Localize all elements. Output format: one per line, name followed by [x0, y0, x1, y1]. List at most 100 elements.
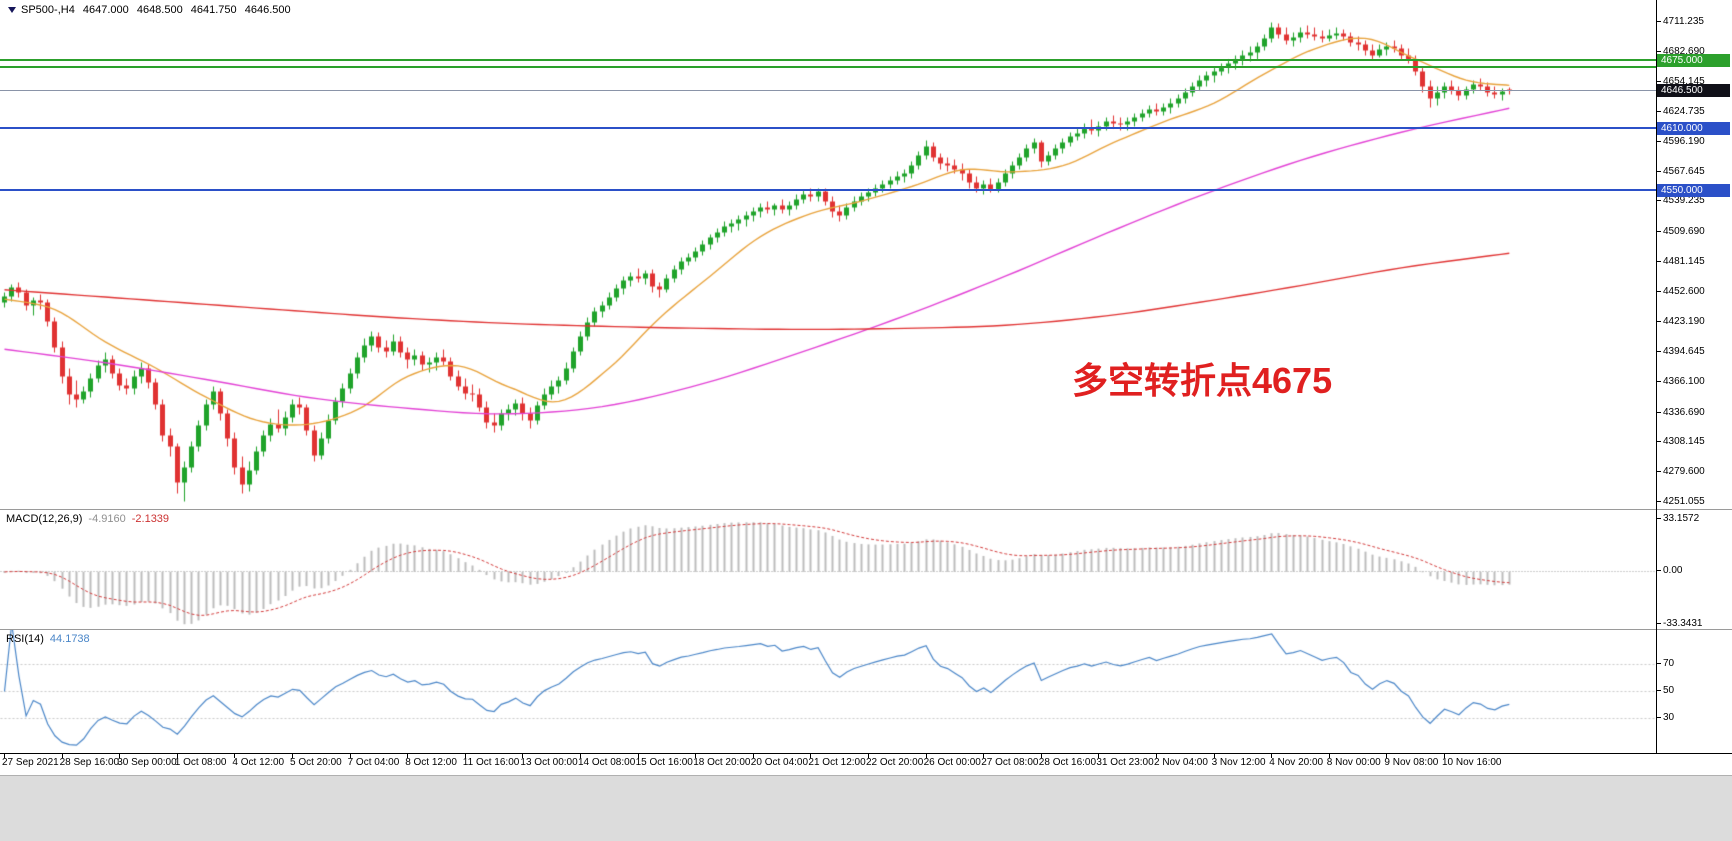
hline-4550[interactable]	[0, 189, 1656, 192]
price-chart-canvas[interactable]	[0, 0, 1656, 508]
time-axis-line	[0, 753, 1732, 754]
time-axis-label: 3 Nov 12:00	[1211, 757, 1266, 768]
time-axis-tick	[983, 754, 985, 758]
quote-header: SP500-,H4 4647.000 4648.500 4641.750 464…	[8, 4, 296, 16]
time-axis-tick	[868, 754, 869, 758]
price-axis-label: 4336.690	[1656, 406, 1705, 418]
time-axis-label: 30 Sep 00:00	[117, 757, 177, 768]
time-axis-label: 21 Oct 12:00	[808, 757, 866, 768]
time-axis-label: 8 Nov 00:00	[1326, 757, 1381, 768]
time-axis-tick	[61, 754, 63, 758]
price-axis-label: 4366.100	[1656, 376, 1705, 387]
time-axis-label: 27 Oct 08:00	[981, 757, 1039, 768]
rsi-label: RSI(14) 44.1738	[6, 633, 96, 645]
time-axis-tick	[407, 754, 409, 758]
price-axis-label: 4509.690	[1656, 226, 1705, 238]
price-axis-label: 4423.190	[1656, 316, 1705, 328]
quote-open: 4647.000	[82, 4, 129, 16]
time-axis-label: 9 Nov 08:00	[1384, 757, 1439, 768]
price-axis-label: 4452.600	[1656, 285, 1705, 297]
time-axis-tick	[1156, 754, 1157, 758]
time-axis-label: 4 Oct 12:00	[232, 757, 285, 768]
time-axis-label: 11 Oct 16:00	[462, 757, 520, 768]
time-axis-tick	[4, 754, 5, 758]
macd-axis-label: 33.1572	[1655, 513, 1700, 524]
price-axis-label: 4596.190	[1656, 136, 1705, 147]
panel-separator-rsi[interactable]	[0, 629, 1732, 630]
price-axis-label: 4481.145	[1656, 256, 1705, 267]
price-axis-label: 4711.235	[1656, 16, 1704, 27]
time-axis-label: 8 Oct 12:00	[405, 757, 457, 768]
rsi-axis-label: 30	[1655, 712, 1675, 724]
rsi-value: 44.1738	[49, 633, 90, 645]
time-axis-label: 20 Oct 04:00	[750, 757, 809, 768]
window-bottom-strip	[0, 775, 1732, 841]
symbol-marker-icon	[8, 7, 16, 14]
time-axis-label: 13 Oct 00:00	[520, 757, 578, 768]
symbol-period: SP500-,H4	[21, 4, 75, 16]
time-axis-tick	[925, 754, 927, 758]
time-axis-tick	[1271, 754, 1273, 758]
time-axis-label: 28 Oct 16:00	[1038, 757, 1097, 768]
price-axis-label: 4624.735	[1656, 106, 1705, 118]
hline-4610[interactable]	[0, 126, 1656, 129]
hline-4675[interactable]	[0, 58, 1656, 61]
rsi-axis-label: 70	[1655, 657, 1675, 669]
price-axis-label: 4308.145	[1656, 436, 1705, 448]
chart-annotation-text[interactable]: 多空转折点4675	[1072, 360, 1333, 401]
price-badge-4675.000: 4675.000	[1657, 53, 1730, 67]
time-axis-label: 4 Nov 20:00	[1269, 757, 1324, 768]
time-axis-tick	[810, 754, 812, 758]
quote-low: 4641.750	[190, 4, 237, 16]
rsi-name: RSI(14)	[6, 633, 44, 645]
price-axis-label: 4682.690	[1656, 45, 1705, 57]
time-axis-label: 28 Sep 16:00	[59, 757, 120, 768]
price-badge-4550.000: 4550.000	[1657, 184, 1730, 198]
time-axis-label: 18 Oct 20:00	[693, 757, 751, 768]
macd-name: MACD(12,26,9)	[6, 513, 83, 525]
quote-close: 4646.500	[244, 4, 291, 16]
price-badge-4610.000: 4610.000	[1657, 121, 1730, 135]
price-axis-label: 4394.645	[1656, 346, 1705, 358]
time-axis-tick	[349, 754, 351, 758]
price-axis-label: 4279.600	[1656, 466, 1705, 478]
time-axis-tick	[464, 754, 466, 758]
price-axis-label: 4567.645	[1656, 165, 1705, 177]
time-axis-tick	[292, 754, 293, 758]
price-axis-label: 4251.055	[1656, 496, 1705, 507]
time-axis-tick	[522, 754, 524, 758]
time-axis-label: 22 Oct 20:00	[866, 757, 924, 768]
time-axis-tick	[234, 754, 236, 758]
current-price-badge: 4646.500	[1657, 83, 1730, 97]
time-axis-label: 1 Oct 08:00	[174, 757, 227, 768]
time-axis-tick	[637, 754, 639, 758]
time-axis-label: 2 Nov 04:00	[1154, 757, 1208, 768]
time-axis-tick	[1444, 754, 1445, 758]
macd-value-main: -4.9160	[88, 513, 126, 525]
macd-indicator-canvas[interactable]	[0, 510, 1656, 628]
price-axis-label: 4654.145	[1656, 75, 1705, 87]
macd-label: MACD(12,26,9) -4.9160 -2.1339	[6, 513, 175, 525]
macd-axis-label: 0.00	[1655, 565, 1683, 577]
current-price-line	[0, 89, 1656, 91]
time-axis-label: 26 Oct 00:00	[923, 757, 981, 768]
time-axis-tick	[695, 754, 697, 758]
time-axis-tick	[1386, 754, 1388, 758]
time-axis-tick	[1213, 754, 1215, 758]
time-axis-tick	[1098, 754, 1100, 758]
panel-separator-macd[interactable]	[0, 509, 1732, 510]
time-axis-tick	[176, 754, 178, 758]
hline-4668[interactable]	[0, 66, 1656, 69]
time-axis-label: 5 Oct 20:00	[290, 757, 342, 768]
price-axis-line	[1656, 0, 1657, 753]
rsi-axis-label: 50	[1655, 685, 1675, 696]
time-axis-tick	[119, 754, 121, 758]
macd-axis-label: -33.3431	[1655, 618, 1703, 629]
time-axis-label: 15 Oct 16:00	[635, 757, 693, 768]
time-axis-label: 31 Oct 23:00	[1096, 757, 1154, 768]
rsi-indicator-canvas[interactable]	[0, 630, 1656, 752]
time-axis-tick	[1328, 754, 1330, 758]
time-axis-label: 7 Oct 04:00	[347, 757, 400, 768]
macd-value-signal: -2.1339	[131, 513, 170, 525]
